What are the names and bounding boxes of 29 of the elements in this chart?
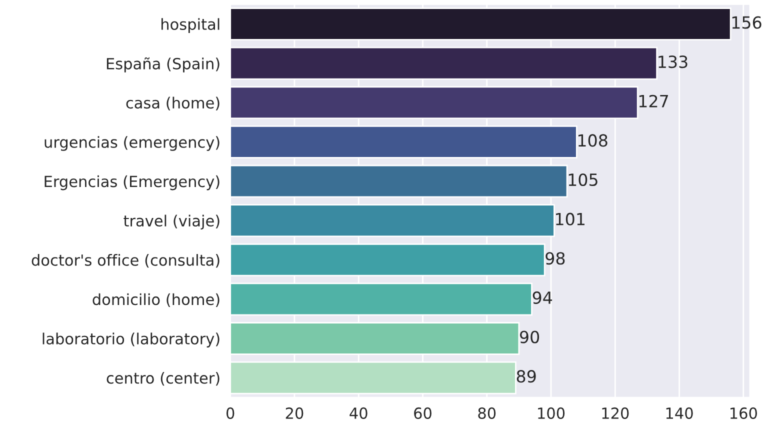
y-tick-label: travel (viaje) [124, 214, 220, 230]
data-label: 156 [732, 16, 762, 29]
y-tick-label: laboratorio (laboratory) [42, 332, 220, 348]
y-tick-label: domicilio (home) [92, 293, 220, 307]
x-tick-label: 120 [602, 407, 629, 419]
y-tick-label: doctor's office (consulta) [32, 254, 220, 268]
y-tick-label: centro (center) [106, 372, 220, 386]
x-tick-label: 20 [286, 407, 304, 419]
x-tick-label: 140 [666, 407, 693, 419]
x-tick-label: 0 [226, 407, 234, 419]
x-tick-label: 40 [350, 407, 368, 419]
x-tick-label: 100 [538, 407, 565, 419]
y-tick-label: Ergencias (Emergency) [44, 175, 220, 190]
y-tick-label: hospital [161, 18, 220, 33]
data-label: 98 [546, 252, 565, 265]
data-label: 90 [520, 330, 540, 344]
data-label: 89 [516, 370, 536, 383]
x-tick-label: 160 [730, 407, 757, 419]
data-label: 108 [578, 134, 608, 147]
x-tick-label: 80 [478, 407, 496, 419]
x-tick-label: 60 [414, 407, 432, 419]
y-tick-label: casa (home) [126, 96, 220, 110]
data-label: 127 [639, 94, 668, 108]
y-tick-label: España (Spain) [106, 57, 220, 72]
y-tick-label: urgencias (emergency) [44, 136, 220, 151]
data-label: 101 [556, 212, 584, 226]
data-label: 94 [532, 291, 552, 304]
data-label: 133 [658, 56, 688, 68]
data-label: 105 [568, 173, 598, 186]
